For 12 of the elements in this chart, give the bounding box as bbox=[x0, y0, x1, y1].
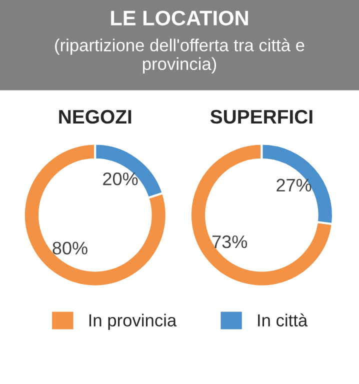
text: (ripartizione dell'offerta tra città e provincia) bbox=[55, 38, 304, 74]
donut-slice bbox=[189, 142, 334, 288]
legend-label: In provincia bbox=[89, 314, 177, 330]
data-label: 80% bbox=[52, 242, 88, 255]
chart-title: SUPERFICI bbox=[210, 110, 312, 124]
data-label: 73% bbox=[212, 235, 248, 248]
data-label: 20% bbox=[103, 172, 138, 186]
chart-title: NEGOZI bbox=[59, 110, 132, 124]
legend-label: In città bbox=[258, 314, 308, 326]
data-label: 27% bbox=[276, 178, 312, 192]
donut-slice bbox=[22, 142, 168, 288]
text: LE LOCATION bbox=[111, 10, 248, 26]
